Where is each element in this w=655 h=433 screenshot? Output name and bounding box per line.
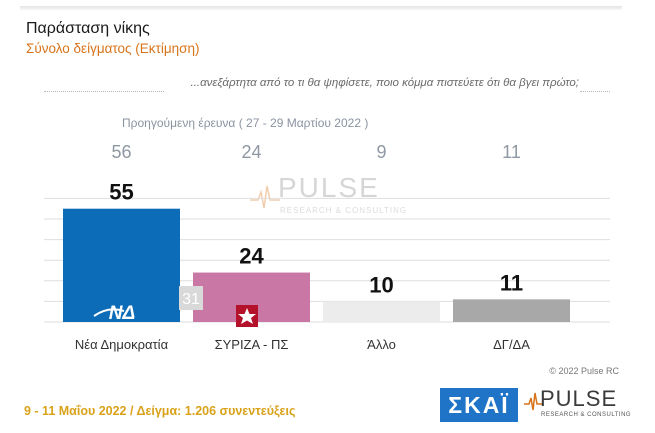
category-label: ΣΥΡΙΖΑ - ΠΣ	[215, 337, 289, 352]
chart-title: Παράσταση νίκης	[26, 20, 150, 37]
previous-value-label: 56	[111, 142, 131, 162]
top-rule	[20, 6, 622, 10]
pulse-logo-subtitle: RESEARCH & CONSULTING	[541, 412, 632, 418]
chart-subtitle: Σύνολο δείγματος (Εκτίμηση)	[26, 41, 200, 56]
star-icon	[238, 308, 256, 324]
pulse-logo-wave-icon	[524, 392, 542, 411]
bar	[453, 299, 570, 322]
syriza-logo	[236, 305, 258, 327]
bar	[323, 301, 440, 322]
previous-survey-label: Προηγούμενη έρευνα ( 27 - 29 Μαρτίου 202…	[122, 116, 369, 130]
survey-info: 9 - 11 Μαΐου 2022 / Δείγμα: 1.206 συνεντ…	[24, 404, 296, 418]
previous-value-label: 11	[502, 142, 521, 162]
pulse-watermark: PULSE RESEARCH & CONSULTING	[250, 172, 406, 222]
question-divider-left	[44, 91, 164, 92]
previous-value-label: 9	[376, 142, 386, 162]
bar-value-label: 10	[369, 272, 393, 297]
nd-swoosh-icon	[93, 308, 125, 317]
skai-logo: ΣΚΑΪ	[440, 388, 518, 422]
bar-value-label: 11	[500, 270, 523, 295]
nd-logo: ΝΔ	[92, 301, 144, 324]
nd-logo-text: ΝΔ	[109, 303, 135, 324]
copyright-text: © 2022 Pulse RC	[549, 366, 619, 376]
watermark-word: PULSE	[278, 172, 380, 203]
annotation-box	[179, 286, 203, 310]
pulse-logo-word: PULSE	[540, 386, 618, 411]
pulse-wave-icon	[250, 185, 280, 209]
category-label: Άλλο	[367, 337, 396, 352]
bar-value-label: 55	[109, 180, 133, 205]
survey-question: ...ανεξάρτητα από το τι θα ψηφίσετε, ποι…	[190, 77, 579, 89]
watermark-subtitle: RESEARCH & CONSULTING	[280, 206, 408, 215]
pulse-logo: PULSE RESEARCH & CONSULTING	[524, 386, 631, 424]
category-label: Νέα Δημοκρατία	[75, 337, 169, 352]
skai-logo-text: ΣΚΑΪ	[448, 392, 510, 418]
question-divider-right	[580, 91, 610, 92]
category-label: ΔΓ/ΔΑ	[493, 337, 530, 352]
annotation-label: 31	[182, 291, 200, 308]
bar-value-label: 24	[239, 244, 264, 269]
previous-value-label: 24	[241, 142, 261, 162]
